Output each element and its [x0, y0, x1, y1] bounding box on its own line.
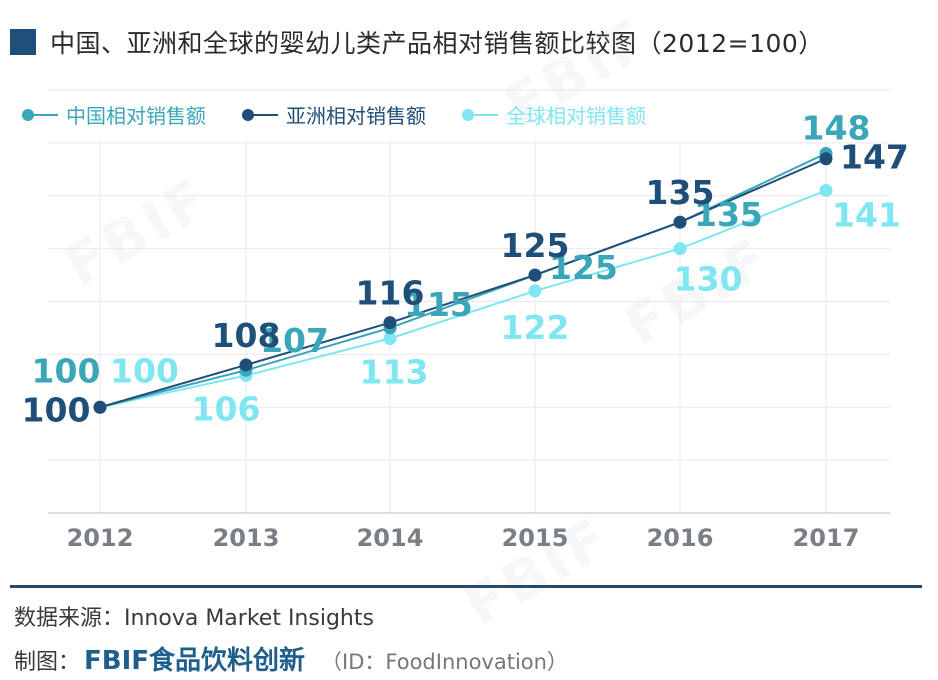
footer-divider — [10, 585, 922, 588]
data-label: 147 — [840, 138, 909, 177]
data-label: 100 — [22, 390, 91, 429]
legend-swatch-global — [462, 108, 500, 122]
legend-swatch-china — [22, 108, 60, 122]
data-label: 125 — [549, 248, 618, 287]
x-tick-label: 2014 — [357, 524, 424, 552]
x-tick-label: 2017 — [793, 524, 860, 552]
data-point — [383, 332, 397, 346]
data-label: 100 — [110, 351, 179, 390]
data-point — [819, 183, 833, 197]
data-point — [673, 215, 687, 229]
credit-prefix: 制图： — [14, 650, 81, 675]
data-label: 115 — [404, 285, 473, 324]
legend-label-global: 全球相对销售额 — [506, 104, 646, 128]
series-line — [99, 157, 827, 409]
data-label: 100 — [32, 351, 101, 390]
data-label: 130 — [674, 260, 743, 299]
data-point — [528, 284, 542, 298]
legend-item-asia: 亚洲相对销售额 — [242, 100, 426, 129]
x-tick-label: 2012 — [67, 524, 134, 552]
brand-name: FBIF食品饮料创新 — [84, 646, 306, 676]
data-label: 113 — [360, 353, 429, 392]
data-label: 106 — [192, 390, 261, 429]
data-label: 135 — [694, 195, 763, 234]
chart-legend: 中国相对销售额 亚洲相对销售额 全球相对销售额 — [22, 100, 646, 129]
title-square-icon — [10, 29, 36, 55]
data-point — [673, 242, 687, 256]
data-label: 116 — [356, 274, 425, 313]
data-label: 135 — [646, 173, 715, 212]
data-point — [819, 152, 833, 166]
brand-handle: （ID：FoodInnovation） — [321, 650, 568, 674]
legend-label-china: 中国相对销售额 — [66, 104, 206, 128]
data-label: 107 — [260, 321, 329, 360]
chart-credit: 制图： FBIF食品饮料创新 （ID：FoodInnovation） — [14, 640, 568, 677]
data-label: 125 — [501, 226, 570, 265]
data-label: 108 — [212, 316, 281, 355]
legend-item-global: 全球相对销售额 — [462, 100, 646, 129]
x-tick-label: 2013 — [213, 524, 280, 552]
legend-label-asia: 亚洲相对销售额 — [286, 104, 426, 128]
line-chart: 2012 2013 2014 2015 2016 2017 100 106 113 122 130 1… — [22, 89, 909, 552]
data-point — [93, 400, 107, 414]
legend-item-china: 中国相对销售额 — [22, 100, 206, 129]
x-tick-label: 2015 — [502, 524, 569, 552]
data-label: 148 — [802, 108, 871, 147]
data-label: 122 — [501, 308, 570, 347]
x-tick-label: 2016 — [647, 524, 714, 552]
data-label: 141 — [832, 195, 901, 234]
data-source: 数据来源：Innova Market Insights — [14, 606, 374, 631]
legend-swatch-asia — [242, 108, 280, 122]
series-line — [99, 189, 827, 409]
data-point — [528, 268, 542, 282]
chart-title: 中国、亚洲和全球的婴幼儿类产品相对销售额比较图（2012=100） — [50, 29, 824, 58]
chart-header: 中国、亚洲和全球的婴幼儿类产品相对销售额比较图（2012=100） — [10, 22, 824, 62]
data-point — [239, 358, 253, 372]
data-point — [383, 316, 397, 330]
